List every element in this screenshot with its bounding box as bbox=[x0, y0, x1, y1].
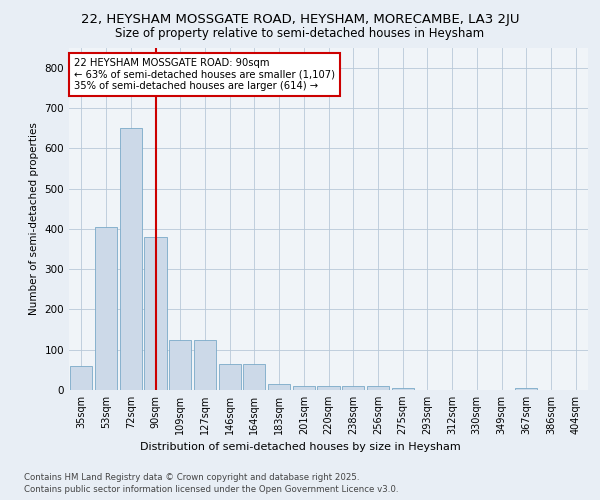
Bar bbox=[70, 366, 92, 390]
Bar bbox=[317, 386, 340, 390]
Text: Contains HM Land Registry data © Crown copyright and database right 2025.: Contains HM Land Registry data © Crown c… bbox=[24, 472, 359, 482]
Bar bbox=[194, 340, 216, 390]
Bar bbox=[243, 364, 265, 390]
Bar bbox=[119, 128, 142, 390]
Bar bbox=[367, 386, 389, 390]
Bar bbox=[515, 388, 538, 390]
Bar bbox=[342, 386, 364, 390]
Bar bbox=[268, 384, 290, 390]
Bar bbox=[95, 227, 117, 390]
Y-axis label: Number of semi-detached properties: Number of semi-detached properties bbox=[29, 122, 39, 315]
Bar bbox=[145, 237, 167, 390]
Bar bbox=[218, 364, 241, 390]
Text: 22 HEYSHAM MOSSGATE ROAD: 90sqm
← 63% of semi-detached houses are smaller (1,107: 22 HEYSHAM MOSSGATE ROAD: 90sqm ← 63% of… bbox=[74, 58, 335, 91]
Bar bbox=[169, 340, 191, 390]
Bar bbox=[392, 388, 414, 390]
Text: Contains public sector information licensed under the Open Government Licence v3: Contains public sector information licen… bbox=[24, 485, 398, 494]
Bar bbox=[293, 386, 315, 390]
Text: Distribution of semi-detached houses by size in Heysham: Distribution of semi-detached houses by … bbox=[140, 442, 460, 452]
Text: Size of property relative to semi-detached houses in Heysham: Size of property relative to semi-detach… bbox=[115, 28, 485, 40]
Text: 22, HEYSHAM MOSSGATE ROAD, HEYSHAM, MORECAMBE, LA3 2JU: 22, HEYSHAM MOSSGATE ROAD, HEYSHAM, MORE… bbox=[81, 12, 519, 26]
